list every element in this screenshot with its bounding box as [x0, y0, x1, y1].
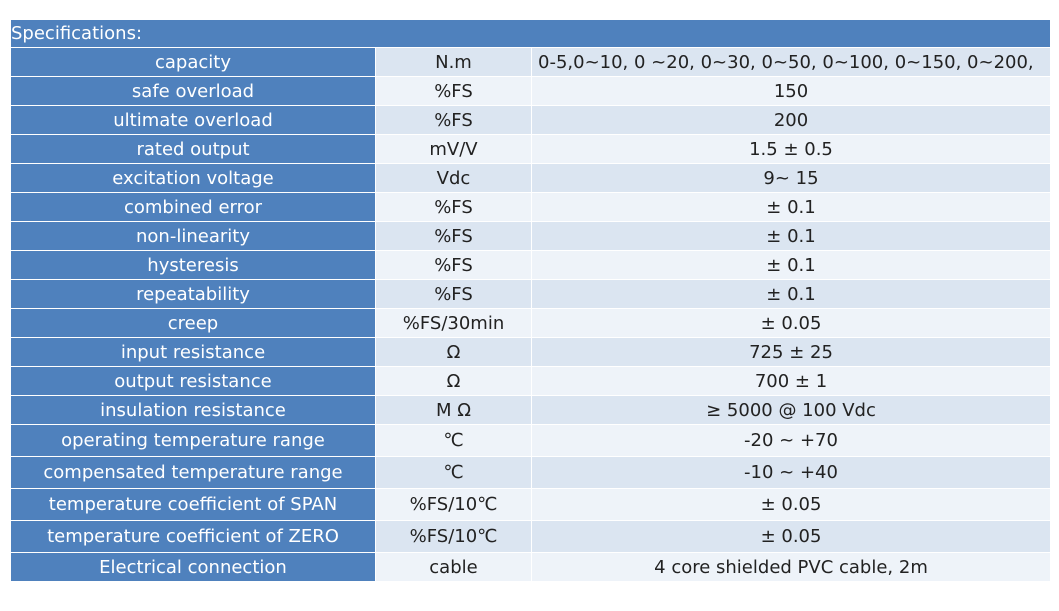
table-row: capacity N.m 0-5,0~10, 0 ~20, 0~30, 0~50…: [10, 47, 1052, 77]
table-row: operating temperature range ℃ -20 ~ +70: [10, 424, 1052, 457]
table-row: rated output mV/V 1.5 ± 0.5: [10, 134, 1052, 164]
param-value: ± 0.05: [530, 308, 1052, 338]
param-value: 700 ± 1: [530, 366, 1052, 396]
param-value: 9~ 15: [530, 163, 1052, 193]
table-row: insulation resistance M Ω ≥ 5000 @ 100 V…: [10, 395, 1052, 425]
param-value: ± 0.1: [530, 279, 1052, 309]
param-unit: cable: [375, 552, 532, 582]
table-row: safe overload %FS 150: [10, 76, 1052, 106]
param-value: ± 0.05: [530, 488, 1052, 521]
param-unit: %FS: [375, 192, 532, 222]
param-name: output resistance: [10, 366, 376, 396]
table-row: repeatability %FS ± 0.1: [10, 279, 1052, 309]
param-name: compensated temperature range: [10, 456, 376, 489]
table-row: ultimate overload %FS 200: [10, 105, 1052, 135]
param-unit: N.m: [375, 47, 532, 77]
param-unit: mV/V: [375, 134, 532, 164]
param-name: combined error: [10, 192, 376, 222]
table-title: Specifications:: [9, 19, 1052, 48]
param-value: ± 0.1: [530, 221, 1052, 251]
param-name: insulation resistance: [10, 395, 376, 425]
param-value: ± 0.05: [530, 520, 1052, 553]
param-name: Electrical connection: [10, 552, 376, 582]
param-name: ultimate overload: [10, 105, 376, 135]
param-name: operating temperature range: [10, 424, 376, 457]
table-row: temperature coefficient of ZERO %FS/10℃ …: [10, 520, 1052, 553]
param-name: rated output: [10, 134, 376, 164]
table-row: non-linearity %FS ± 0.1: [10, 221, 1052, 251]
param-name: safe overload: [10, 76, 376, 106]
param-unit: %FS: [375, 250, 532, 280]
table-row: excitation voltage Vdc 9~ 15: [10, 163, 1052, 193]
table-row: hysteresis %FS ± 0.1: [10, 250, 1052, 280]
param-unit: ℃: [375, 424, 532, 457]
param-unit: %FS: [375, 76, 532, 106]
param-name: temperature coefficient of SPAN: [10, 488, 376, 521]
param-value: 1.5 ± 0.5: [530, 134, 1052, 164]
param-value: ≥ 5000 @ 100 Vdc: [530, 395, 1052, 425]
table-row: output resistance Ω 700 ± 1: [10, 366, 1052, 396]
param-value: 150: [530, 76, 1052, 106]
param-name: capacity: [10, 47, 376, 77]
table-row: input resistance Ω 725 ± 25: [10, 337, 1052, 367]
param-unit: %FS: [375, 279, 532, 309]
table-header-row: Specifications:: [9, 19, 1052, 48]
param-value: 0-5,0~10, 0 ~20, 0~30, 0~50, 0~100, 0~15…: [530, 47, 1052, 77]
param-value: -10 ~ +40: [530, 456, 1052, 489]
table-row: creep %FS/30min ± 0.05: [10, 308, 1052, 338]
param-unit: ℃: [375, 456, 532, 489]
param-name: temperature coefficient of ZERO: [10, 520, 376, 553]
param-name: hysteresis: [10, 250, 376, 280]
param-name: creep: [10, 308, 376, 338]
param-value: ± 0.1: [530, 250, 1052, 280]
param-unit: Ω: [375, 337, 532, 367]
specifications-table-container: Specifications: capacity N.m 0-5,0~10, 0…: [9, 19, 1052, 582]
specifications-table: Specifications: capacity N.m 0-5,0~10, 0…: [9, 19, 1052, 582]
table-row: compensated temperature range ℃ -10 ~ +4…: [10, 456, 1052, 489]
param-value: 200: [530, 105, 1052, 135]
param-unit: %FS/30min: [375, 308, 532, 338]
param-unit: Ω: [375, 366, 532, 396]
param-name: repeatability: [10, 279, 376, 309]
param-name: excitation voltage: [10, 163, 376, 193]
param-unit: %FS/10℃: [375, 520, 532, 553]
param-value: 4 core shielded PVC cable, 2m: [530, 552, 1052, 582]
param-unit: Vdc: [375, 163, 532, 193]
param-name: non-linearity: [10, 221, 376, 251]
table-row: Electrical connection cable 4 core shiel…: [10, 552, 1052, 582]
param-unit: %FS/10℃: [375, 488, 532, 521]
param-name: input resistance: [10, 337, 376, 367]
param-value: -20 ~ +70: [530, 424, 1052, 457]
table-row: temperature coefficient of SPAN %FS/10℃ …: [10, 488, 1052, 521]
param-unit: %FS: [375, 105, 532, 135]
param-unit: M Ω: [375, 395, 532, 425]
table-row: combined error %FS ± 0.1: [10, 192, 1052, 222]
param-value: 725 ± 25: [530, 337, 1052, 367]
param-unit: %FS: [375, 221, 532, 251]
param-value: ± 0.1: [530, 192, 1052, 222]
